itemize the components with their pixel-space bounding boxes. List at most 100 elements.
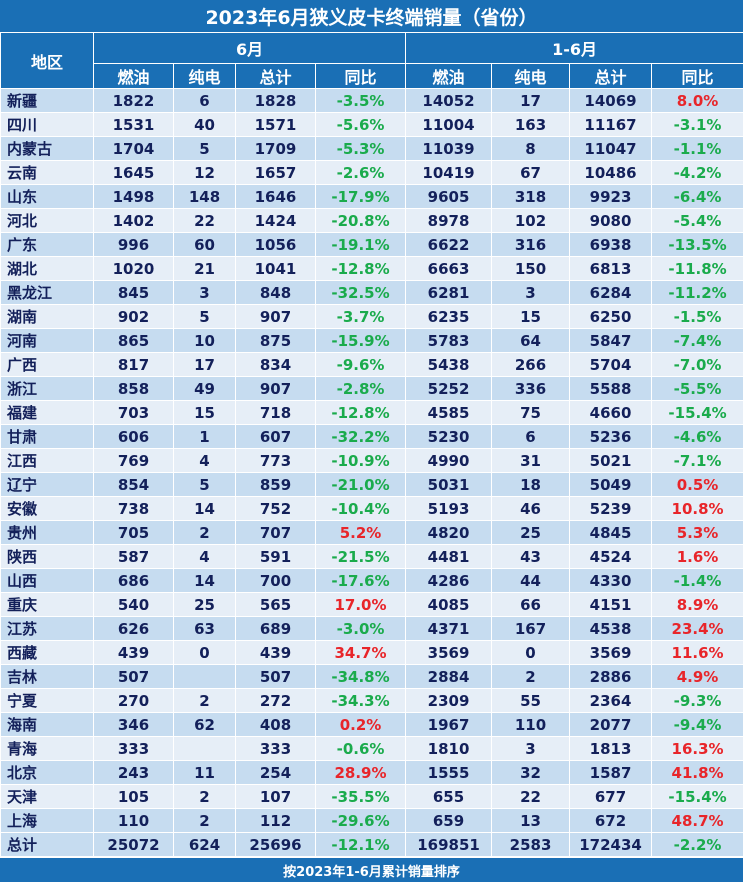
- cell-region: 海南: [0, 712, 94, 737]
- table-row: 内蒙古 1704 5 1709 -5.3% 11039 8 11047 -1.1%: [0, 136, 743, 161]
- cell-ytd-ev: 66: [491, 592, 571, 617]
- cell-ytd-fuel: 4585: [405, 400, 493, 425]
- cell-region: 江西: [0, 448, 94, 473]
- cell-jun-yoy: -12.8%: [314, 400, 407, 425]
- cell-region: 宁夏: [0, 688, 94, 713]
- cell-region: 浙江: [0, 376, 94, 401]
- cell-jun-total: 707: [235, 520, 316, 545]
- cell-jun-total: 107: [235, 784, 316, 809]
- table-body: 新疆 1822 6 1828 -3.5% 14052 17 14069 8.0% 四川 1531 40…: [0, 88, 743, 857]
- cell-jun-yoy: -34.3%: [314, 688, 407, 713]
- cell-region: 内蒙古: [0, 136, 94, 161]
- cell-ytd-fuel: 2309: [405, 688, 493, 713]
- cell-jun-ev: 17: [173, 352, 236, 377]
- cell-jun-fuel: 858: [93, 376, 174, 401]
- cell-jun-ev: 5: [173, 136, 236, 161]
- cell-region: 辽宁: [0, 472, 94, 497]
- cell-ytd-fuel: 4371: [405, 616, 493, 641]
- table-row: 甘肃 606 1 607 -32.2% 5230 6 5236 -4.6%: [0, 424, 743, 449]
- cell-jun-ev: 5: [173, 472, 236, 497]
- cell-jun-fuel: 587: [93, 544, 174, 569]
- cell-jun-yoy: -12.8%: [314, 256, 407, 281]
- cell-ytd-yoy: -3.1%: [651, 112, 743, 137]
- cell-jun-total: 689: [235, 616, 316, 641]
- cell-jun-ev: 14: [173, 496, 236, 521]
- cell-ytd-yoy: -5.5%: [651, 376, 743, 401]
- cell-ytd-yoy: 11.6%: [651, 640, 743, 665]
- cell-ytd-yoy: -11.2%: [651, 280, 743, 305]
- cell-region: 贵州: [0, 520, 94, 545]
- cell-ytd-ev: 102: [491, 208, 571, 233]
- cell-region: 陕西: [0, 544, 94, 569]
- cell-jun-yoy: -3.0%: [314, 616, 407, 641]
- cell-region: 甘肃: [0, 424, 94, 449]
- cell-jun-ev: 14: [173, 568, 236, 593]
- cell-region: 广西: [0, 352, 94, 377]
- header-col-jun-yoy: 同比: [314, 63, 407, 89]
- cell-ytd-fuel: 5230: [405, 424, 493, 449]
- cell-ytd-fuel: 5783: [405, 328, 493, 353]
- cell-ytd-ev: 31: [491, 448, 571, 473]
- cell-ytd-fuel: 4286: [405, 568, 493, 593]
- cell-jun-fuel: 606: [93, 424, 174, 449]
- table-row: 吉林 507 507 -34.8% 2884 2 2886 4.9%: [0, 664, 743, 689]
- cell-ytd-yoy: 5.3%: [651, 520, 743, 545]
- cell-ytd-ev: 18: [491, 472, 571, 497]
- table-row: 江苏 626 63 689 -3.0% 4371 167 4538 23.4%: [0, 616, 743, 641]
- cell-ytd-total: 5704: [569, 352, 653, 377]
- cell-ytd-total: 5021: [569, 448, 653, 473]
- cell-ytd-fuel: 169851: [405, 832, 493, 857]
- cell-jun-yoy: -2.6%: [314, 160, 407, 185]
- cell-region: 安徽: [0, 496, 94, 521]
- cell-region: 北京: [0, 760, 94, 785]
- cell-ytd-yoy: -13.5%: [651, 232, 743, 257]
- table-row: 江西 769 4 773 -10.9% 4990 31 5021 -7.1%: [0, 448, 743, 473]
- cell-ytd-ev: 318: [491, 184, 571, 209]
- cell-jun-total: 254: [235, 760, 316, 785]
- cell-ytd-fuel: 1810: [405, 736, 493, 761]
- cell-ytd-yoy: -2.2%: [651, 832, 743, 857]
- cell-ytd-fuel: 4481: [405, 544, 493, 569]
- cell-ytd-ev: 0: [491, 640, 571, 665]
- cell-ytd-ev: 150: [491, 256, 571, 281]
- cell-ytd-ev: 110: [491, 712, 571, 737]
- cell-ytd-ev: 64: [491, 328, 571, 353]
- header-region: 地区: [0, 32, 94, 89]
- cell-jun-yoy: -17.6%: [314, 568, 407, 593]
- cell-jun-total: 834: [235, 352, 316, 377]
- cell-ytd-total: 2364: [569, 688, 653, 713]
- cell-jun-total: 718: [235, 400, 316, 425]
- table-row: 广东 996 60 1056 -19.1% 6622 316 6938 -13.5%: [0, 232, 743, 257]
- cell-ytd-total: 677: [569, 784, 653, 809]
- cell-jun-ev: 15: [173, 400, 236, 425]
- cell-jun-ev: 6: [173, 88, 236, 113]
- cell-ytd-yoy: 8.9%: [651, 592, 743, 617]
- cell-region: 新疆: [0, 88, 94, 113]
- cell-ytd-ev: 43: [491, 544, 571, 569]
- cell-region: 上海: [0, 808, 94, 833]
- cell-region: 湖南: [0, 304, 94, 329]
- cell-jun-yoy: -29.6%: [314, 808, 407, 833]
- cell-jun-yoy: -35.5%: [314, 784, 407, 809]
- cell-ytd-ev: 13: [491, 808, 571, 833]
- header-col-ytd-ev: 纯电: [491, 63, 571, 89]
- cell-jun-fuel: 854: [93, 472, 174, 497]
- cell-jun-yoy: -15.9%: [314, 328, 407, 353]
- cell-ytd-ev: 25: [491, 520, 571, 545]
- cell-ytd-fuel: 2884: [405, 664, 493, 689]
- cell-ytd-yoy: -11.8%: [651, 256, 743, 281]
- cell-ytd-fuel: 10419: [405, 160, 493, 185]
- cell-ytd-yoy: -1.1%: [651, 136, 743, 161]
- cell-jun-fuel: 1531: [93, 112, 174, 137]
- cell-jun-fuel: 817: [93, 352, 174, 377]
- cell-ytd-total: 2886: [569, 664, 653, 689]
- cell-ytd-fuel: 4085: [405, 592, 493, 617]
- table-row: 福建 703 15 718 -12.8% 4585 75 4660 -15.4%: [0, 400, 743, 425]
- cell-jun-fuel: 845: [93, 280, 174, 305]
- cell-ytd-total: 5239: [569, 496, 653, 521]
- cell-jun-total: 272: [235, 688, 316, 713]
- cell-ytd-total: 5049: [569, 472, 653, 497]
- cell-ytd-ev: 17: [491, 88, 571, 113]
- cell-jun-ev: 4: [173, 448, 236, 473]
